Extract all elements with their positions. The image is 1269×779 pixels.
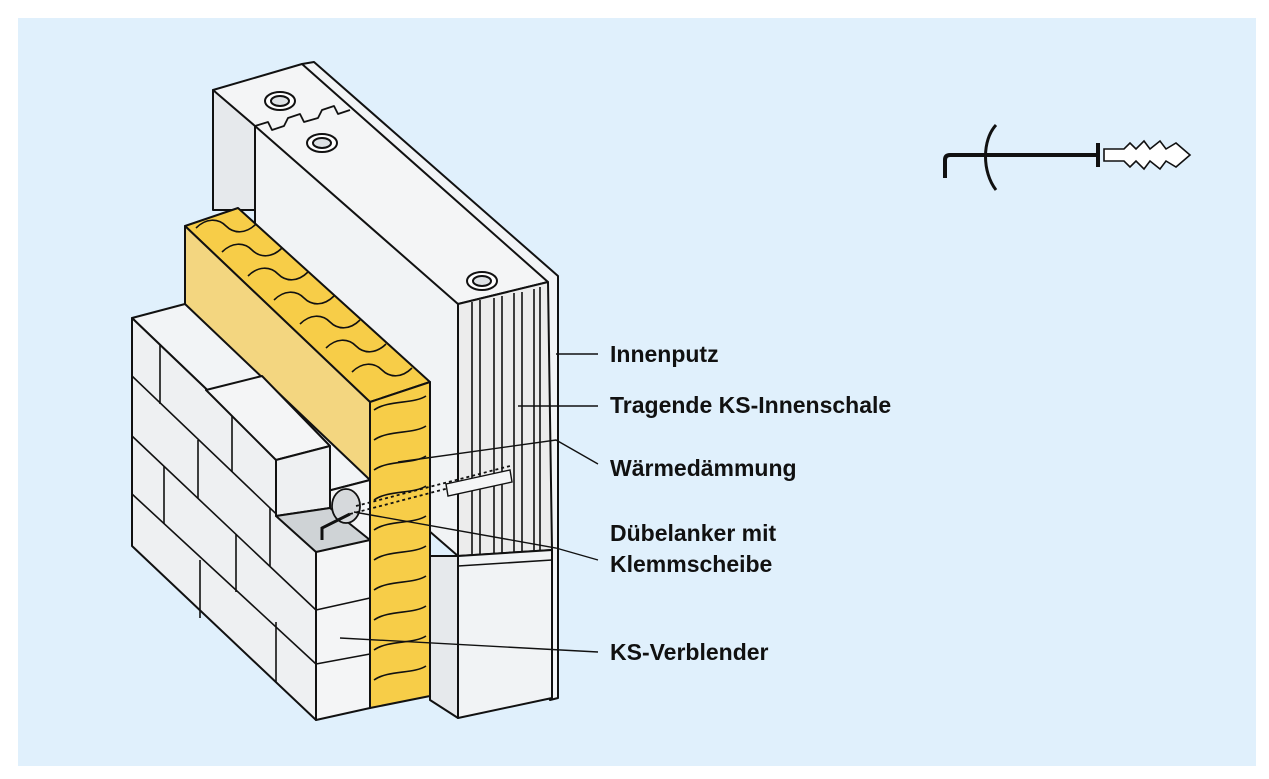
label-innenputz: Innenputz <box>610 341 719 367</box>
wall-section-diagram: Innenputz Tragende KS-Innenschale Wärmed… <box>18 18 1256 766</box>
label-innenschale: Tragende KS-Innenschale <box>610 392 891 418</box>
leader-lines <box>339 353 599 653</box>
label-duebelanker-line1: Dübelanker mit <box>610 520 776 546</box>
label-waermedaemmung: Wärmedämmung <box>610 455 797 481</box>
diagram-panel: Innenputz Tragende KS-Innenschale Wärmed… <box>18 18 1256 766</box>
duebelanker-in-wall <box>320 465 513 540</box>
ks-verblender <box>131 303 371 721</box>
anchor-icon <box>943 123 1192 191</box>
label-duebelanker-line2: Klemmscheibe <box>610 551 772 577</box>
label-verblender: KS-Verblender <box>610 639 769 665</box>
